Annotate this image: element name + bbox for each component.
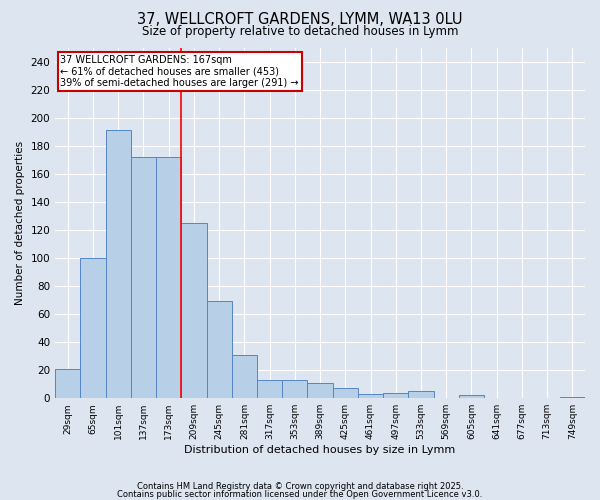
Bar	[206, 302, 232, 398]
Bar	[332, 388, 358, 398]
Bar	[358, 394, 383, 398]
Bar	[131, 157, 156, 398]
Bar	[257, 380, 282, 398]
Bar	[55, 368, 80, 398]
Text: Size of property relative to detached houses in Lymm: Size of property relative to detached ho…	[142, 25, 458, 38]
Bar	[80, 258, 106, 398]
Bar	[156, 157, 181, 398]
Bar	[409, 391, 434, 398]
Bar	[459, 396, 484, 398]
Text: Contains public sector information licensed under the Open Government Licence v3: Contains public sector information licen…	[118, 490, 482, 499]
Text: Contains HM Land Registry data © Crown copyright and database right 2025.: Contains HM Land Registry data © Crown c…	[137, 482, 463, 491]
Bar	[307, 383, 332, 398]
Bar	[560, 397, 585, 398]
Bar	[282, 380, 307, 398]
Y-axis label: Number of detached properties: Number of detached properties	[15, 141, 25, 305]
Bar	[181, 223, 206, 398]
X-axis label: Distribution of detached houses by size in Lymm: Distribution of detached houses by size …	[184, 445, 456, 455]
Bar	[106, 130, 131, 398]
Text: 37 WELLCROFT GARDENS: 167sqm
← 61% of detached houses are smaller (453)
39% of s: 37 WELLCROFT GARDENS: 167sqm ← 61% of de…	[61, 54, 299, 88]
Bar	[383, 392, 409, 398]
Bar	[232, 354, 257, 398]
Text: 37, WELLCROFT GARDENS, LYMM, WA13 0LU: 37, WELLCROFT GARDENS, LYMM, WA13 0LU	[137, 12, 463, 28]
